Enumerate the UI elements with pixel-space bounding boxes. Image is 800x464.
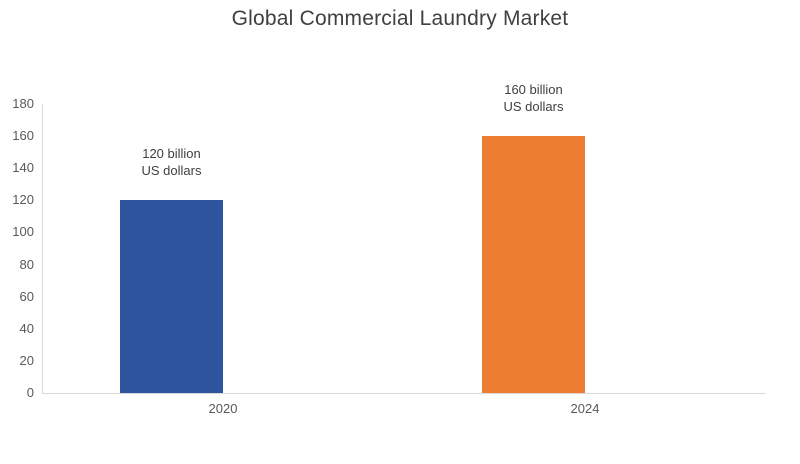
bar-2020 <box>120 200 223 393</box>
bar-data-label-2024: 160 billion US dollars <box>503 82 564 115</box>
y-tick-label: 140 <box>12 160 34 176</box>
y-tick-label: 120 <box>12 192 34 208</box>
y-tick-label: 0 <box>26 385 34 400</box>
chart-title: Global Commercial Laundry Market <box>231 7 569 30</box>
y-tick-label: 180 <box>12 96 34 111</box>
y-tick-label: 60 <box>19 288 34 304</box>
bar-2024 <box>482 136 585 393</box>
x-axis-label-2020: 2020 <box>208 401 238 416</box>
bar-data-label-2020: 120 billion US dollars <box>141 146 202 179</box>
y-tick-label: 80 <box>19 256 34 272</box>
y-tick-label: 20 <box>19 352 34 368</box>
x-axis-label-2024: 2024 <box>570 401 600 416</box>
y-tick-label: 40 <box>19 320 34 336</box>
y-tick-label: 160 <box>12 128 34 144</box>
y-axis-line <box>42 104 43 394</box>
y-tick-label: 100 <box>12 224 34 240</box>
x-axis-line <box>42 393 766 394</box>
